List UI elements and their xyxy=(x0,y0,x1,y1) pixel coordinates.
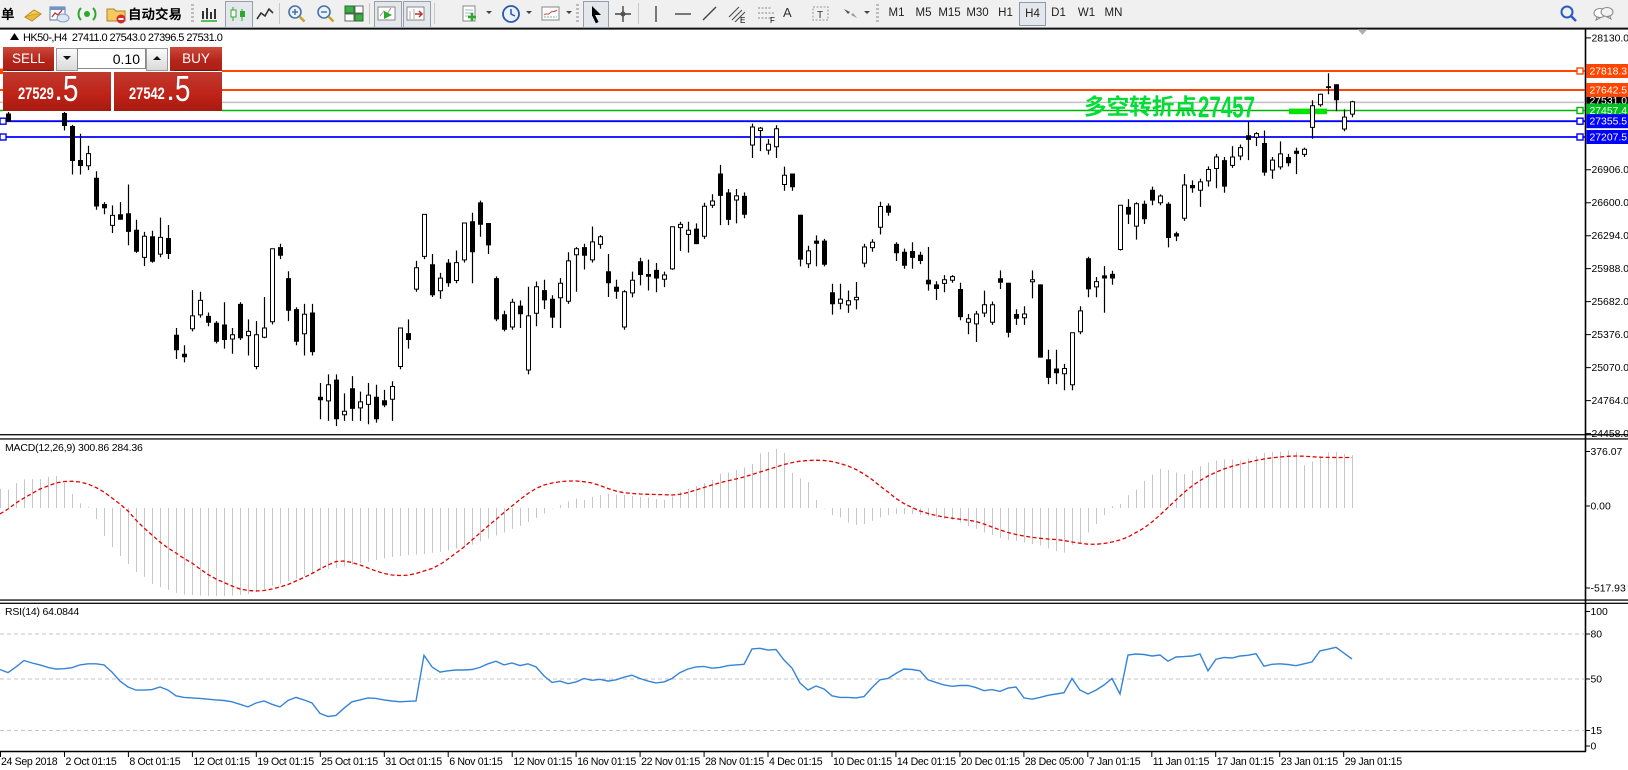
svg-text:7 Jan 01:15: 7 Jan 01:15 xyxy=(1089,756,1141,768)
svg-text:25 Oct 01:15: 25 Oct 01:15 xyxy=(321,756,378,768)
svg-text:25376.0: 25376.0 xyxy=(1592,330,1628,341)
svg-text:100: 100 xyxy=(1591,607,1609,618)
svg-text:24458.0: 24458.0 xyxy=(1592,429,1628,440)
svg-text:F: F xyxy=(770,16,775,25)
svg-text:28130.0: 28130.0 xyxy=(1592,33,1628,44)
svg-text:26294.0: 26294.0 xyxy=(1592,231,1628,242)
svg-text:26906.0: 26906.0 xyxy=(1592,165,1628,176)
svg-text:RSI(14) 64.0844: RSI(14) 64.0844 xyxy=(5,606,79,618)
svg-text:24 Sep 2018: 24 Sep 2018 xyxy=(1,756,58,768)
svg-text:4 Dec 01:15: 4 Dec 01:15 xyxy=(769,756,823,768)
svg-text:-517.93: -517.93 xyxy=(1591,584,1626,595)
svg-text:0: 0 xyxy=(1591,742,1597,753)
svg-text:20 Dec 01:15: 20 Dec 01:15 xyxy=(961,756,1020,768)
svg-text:25988.0: 25988.0 xyxy=(1592,264,1628,275)
svg-text:23 Jan 01:15: 23 Jan 01:15 xyxy=(1281,756,1339,768)
svg-text:HK50-,H4 27411.0 27543.0 2739: HK50-,H4 27411.0 27543.0 27396.5 27531.0 xyxy=(23,32,223,44)
svg-text:27457.4: 27457.4 xyxy=(1590,106,1628,117)
svg-text:26600.0: 26600.0 xyxy=(1592,198,1628,209)
svg-text:16 Nov 01:15: 16 Nov 01:15 xyxy=(577,756,636,768)
svg-text:50: 50 xyxy=(1591,675,1603,686)
svg-text:10 Dec 01:15: 10 Dec 01:15 xyxy=(833,756,892,768)
svg-text:27642.5: 27642.5 xyxy=(1590,86,1628,97)
svg-text:17 Jan 01:15: 17 Jan 01:15 xyxy=(1217,756,1275,768)
svg-text:27531.0: 27531.0 xyxy=(1590,96,1628,107)
svg-text:31 Oct 01:15: 31 Oct 01:15 xyxy=(385,756,442,768)
svg-text:28 Dec 05:00: 28 Dec 05:00 xyxy=(1025,756,1084,768)
svg-text:24764.0: 24764.0 xyxy=(1592,396,1628,407)
svg-text:MACD(12,26,9) 300.86 284.36: MACD(12,26,9) 300.86 284.36 xyxy=(5,442,143,454)
svg-text:11 Jan 01:15: 11 Jan 01:15 xyxy=(1153,756,1210,768)
svg-text:12 Oct 01:15: 12 Oct 01:15 xyxy=(193,756,250,768)
svg-text:28 Nov 01:15: 28 Nov 01:15 xyxy=(705,756,764,768)
svg-text:29 Jan 01:15: 29 Jan 01:15 xyxy=(1345,756,1403,768)
svg-text:2 Oct 01:15: 2 Oct 01:15 xyxy=(66,756,117,768)
svg-text:15: 15 xyxy=(1591,726,1603,737)
svg-text:6 Nov 01:15: 6 Nov 01:15 xyxy=(449,756,503,768)
svg-text:0.00: 0.00 xyxy=(1591,502,1611,513)
svg-text:8 Oct 01:15: 8 Oct 01:15 xyxy=(129,756,180,768)
svg-text:T: T xyxy=(817,10,823,21)
svg-text:E: E xyxy=(740,16,745,25)
svg-text:27207.5: 27207.5 xyxy=(1590,133,1628,144)
svg-text:27355.5: 27355.5 xyxy=(1590,117,1628,128)
svg-text:19 Oct 01:15: 19 Oct 01:15 xyxy=(257,756,314,768)
svg-text:25070.0: 25070.0 xyxy=(1592,363,1628,374)
svg-text:80: 80 xyxy=(1591,630,1603,641)
svg-text:22 Nov 01:15: 22 Nov 01:15 xyxy=(641,756,700,768)
svg-text:12 Nov 01:15: 12 Nov 01:15 xyxy=(513,756,572,768)
svg-text:25682.0: 25682.0 xyxy=(1592,297,1628,308)
svg-text:27818.3: 27818.3 xyxy=(1590,67,1628,78)
svg-text:376.07: 376.07 xyxy=(1591,447,1623,458)
svg-text:14 Dec 01:15: 14 Dec 01:15 xyxy=(897,756,956,768)
